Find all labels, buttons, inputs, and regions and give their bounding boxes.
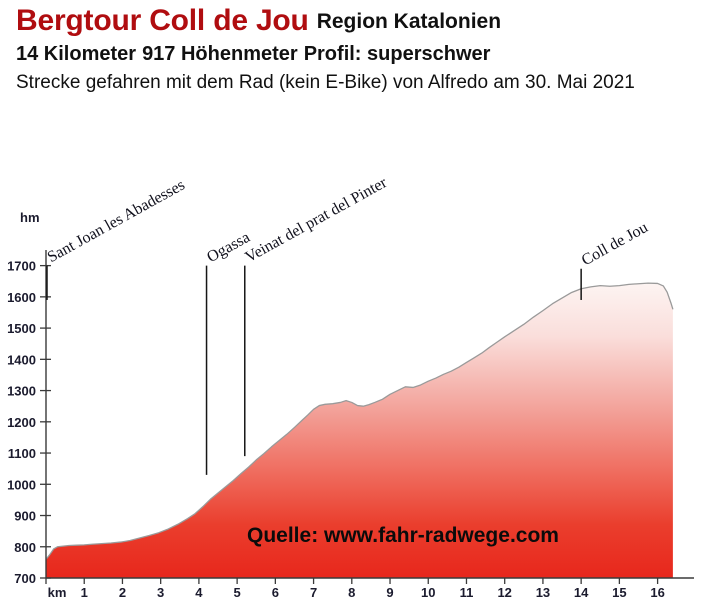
x-tick-label-14: 14 <box>574 585 589 600</box>
page-title: Bergtour Coll de Jou <box>16 4 309 37</box>
y-tick-label-1000: 1000 <box>7 477 36 492</box>
y-tick-label-1200: 1200 <box>7 415 36 430</box>
x-tick-label-4: 4 <box>195 585 203 600</box>
x-tick-label-5: 5 <box>234 585 241 600</box>
x-tick-label-2: 2 <box>119 585 126 600</box>
elevation-line <box>45 282 674 560</box>
tour-description: Strecke gefahren mit dem Rad (kein E-Bik… <box>16 72 635 93</box>
distance-value: 14 Kilometer <box>16 43 137 65</box>
x-tick-label-9: 9 <box>386 585 393 600</box>
y-tick-label-1700: 1700 <box>7 259 36 274</box>
y-tick-label-700: 700 <box>14 571 36 586</box>
y-tick-label-1600: 1600 <box>7 290 36 305</box>
x-tick-label-3: 3 <box>157 585 164 600</box>
x-tick-label-7: 7 <box>310 585 317 600</box>
elevation-gain-value: 917 Höhenmeter <box>142 43 298 65</box>
tour-stats: 14 Kilometer 917 Höhenmeter Profil: supers… <box>16 43 726 66</box>
x-tick-label-13: 13 <box>536 585 550 600</box>
profile-difficulty: Profil: superschwer <box>303 43 491 65</box>
y-tick-label-1100: 1100 <box>8 446 36 461</box>
x-tick-label-12: 12 <box>497 585 511 600</box>
x-tick-label-10: 10 <box>421 585 435 600</box>
x-axis-ticks: km 1 2 3 4 5 6 7 8 9 10 11 12 13 14 15 16 <box>45 578 665 600</box>
x-tick-label-15: 15 <box>612 585 626 600</box>
chart-header: Bergtour Coll de Jou Region Katalonien 14… <box>16 6 726 94</box>
y-axis-unit-label: hm <box>20 210 40 225</box>
annotation-label-2: Veinat del prat del Pinter <box>242 174 390 266</box>
y-tick-label-800: 800 <box>14 540 36 555</box>
y-tick-label-1400: 1400 <box>7 352 36 367</box>
x-tick-label-8: 8 <box>348 585 355 600</box>
watermark-source: Quelle: www.fahr-radwege.com <box>247 524 559 547</box>
x-tick-label-1: 1 <box>81 585 88 600</box>
x-tick-label-16: 16 <box>650 585 664 600</box>
annotation-label-3: Coll de Jou <box>579 219 651 269</box>
y-tick-label-1500: 1500 <box>7 321 36 336</box>
x-tick-label-6: 6 <box>272 585 279 600</box>
title-line: Bergtour Coll de Jou Region Katalonien <box>16 6 726 36</box>
annotation-label-1: Ogassa <box>204 229 253 266</box>
y-axis-ticks: 700 800 900 1000 1100 1200 1300 1400 1500 1600 170… <box>7 259 51 586</box>
elevation-area <box>46 283 673 578</box>
x-tick-label-11: 11 <box>460 585 474 600</box>
y-tick-label-900: 900 <box>14 509 36 524</box>
region-label: Region Katalonien <box>316 10 502 33</box>
annotation-label-0: Sant Joan les Abadesses <box>45 176 188 266</box>
y-tick-label-1300: 1300 <box>7 384 36 399</box>
x-tick-label-0: km <box>48 585 67 600</box>
